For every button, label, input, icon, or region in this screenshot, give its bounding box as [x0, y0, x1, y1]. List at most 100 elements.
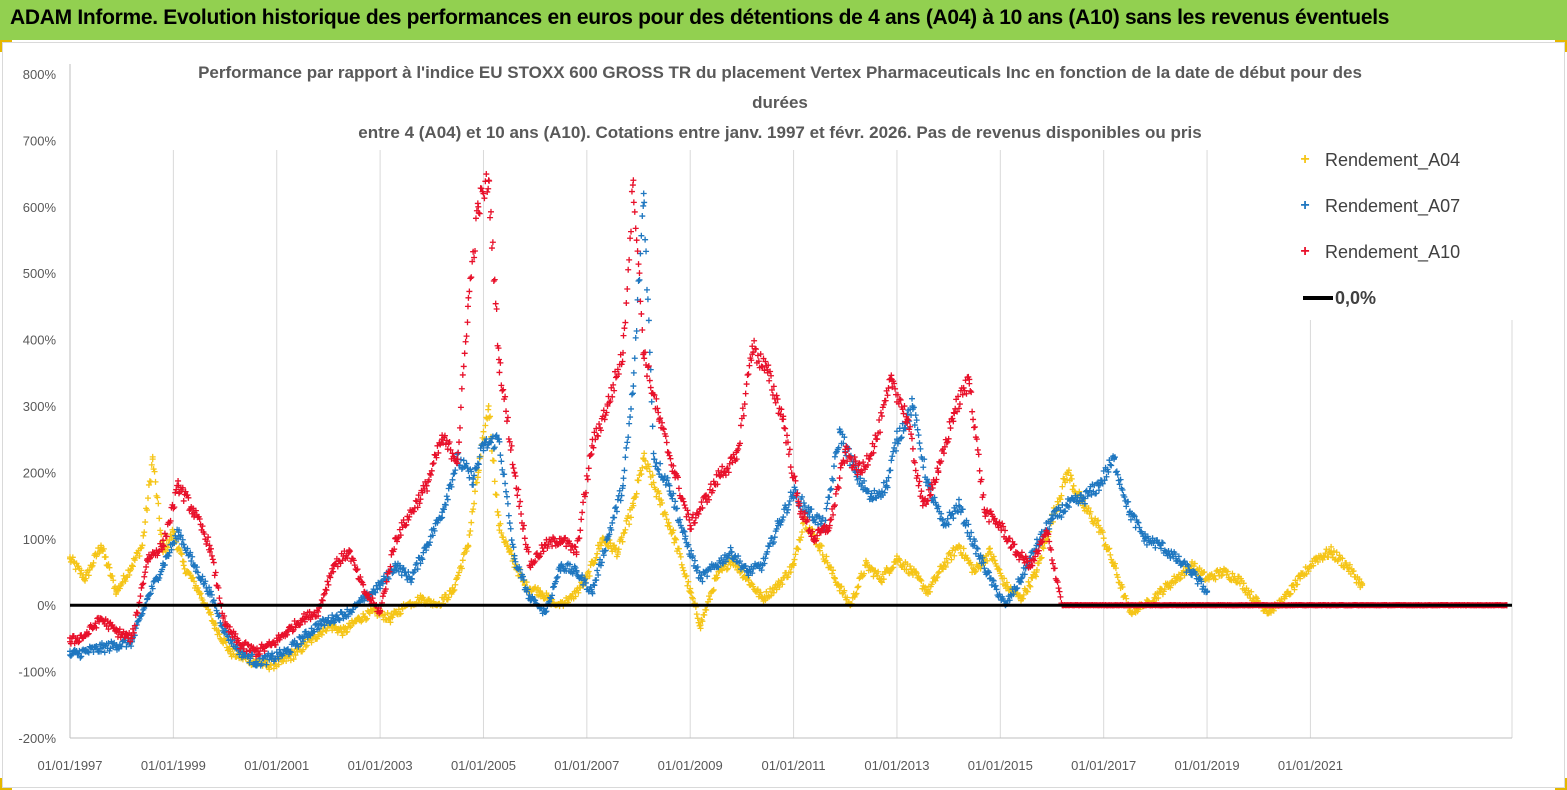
data-point: [492, 491, 499, 498]
data-point: [129, 563, 136, 570]
data-point: [898, 434, 905, 441]
data-point: [966, 380, 973, 387]
data-point: [767, 540, 774, 547]
data-point: [903, 413, 910, 420]
data-point: [1095, 487, 1102, 494]
data-point: [1023, 555, 1030, 562]
data-point: [617, 497, 624, 504]
data-point: [433, 454, 440, 461]
data-point: [151, 468, 158, 475]
data-point: [184, 545, 191, 552]
data-point: [1357, 584, 1364, 591]
data-point: [719, 463, 726, 470]
data-point: [336, 617, 343, 624]
data-point: [538, 591, 545, 598]
data-point: [475, 461, 482, 468]
data-point: [1006, 535, 1013, 542]
data-point: [391, 546, 398, 553]
data-point: [943, 555, 950, 562]
data-point: [824, 528, 831, 535]
data-point: [643, 286, 650, 293]
data-point: [633, 237, 640, 244]
data-point: [492, 300, 499, 307]
data-point: [763, 588, 770, 595]
data-point: [694, 563, 701, 570]
data-point: [272, 641, 279, 648]
data-point: [1065, 467, 1072, 474]
data-point: [497, 520, 504, 527]
data-point: [1310, 562, 1317, 569]
data-point: [579, 509, 586, 516]
data-point: [144, 596, 151, 603]
data-point: [315, 612, 322, 619]
data-point: [481, 195, 488, 202]
data-point: [128, 643, 135, 650]
data-point: [725, 469, 732, 476]
data-point: [824, 559, 831, 566]
legend-label-zero: 0,0%: [1335, 287, 1377, 308]
data-point: [998, 572, 1005, 579]
x-tick-label: 01/01/2011: [762, 758, 826, 773]
data-point: [770, 539, 777, 546]
data-point: [847, 455, 854, 462]
data-point: [1196, 565, 1203, 572]
data-point: [532, 597, 539, 604]
data-point: [197, 577, 204, 584]
data-point: [287, 649, 294, 656]
data-point: [559, 539, 566, 546]
data-point: [992, 582, 999, 589]
data-point: [961, 387, 968, 394]
data-point: [563, 543, 570, 550]
data-point: [417, 560, 424, 567]
data-point: [968, 529, 975, 536]
data-point: [297, 621, 304, 628]
chart-title-line-2: durées: [752, 93, 808, 112]
data-point: [474, 460, 481, 467]
data-point: [468, 519, 475, 526]
data-point: [831, 453, 838, 460]
data-point: [1283, 593, 1289, 600]
data-point: [361, 597, 368, 604]
data-point: [815, 526, 822, 533]
data-point: [1330, 547, 1337, 554]
data-point: [550, 535, 557, 542]
data-point: [180, 541, 187, 548]
data-point: [205, 534, 212, 541]
data-point: [566, 561, 573, 568]
data-point: [932, 577, 939, 584]
data-point: [629, 182, 636, 189]
data-point: [1082, 488, 1089, 495]
data-point: [1139, 530, 1146, 537]
data-point: [674, 474, 681, 481]
data-point: [819, 551, 826, 558]
data-point: [628, 188, 635, 195]
data-point: [853, 590, 860, 597]
data-point: [697, 574, 704, 581]
data-point: [1011, 541, 1018, 548]
data-point: [444, 496, 451, 503]
data-point: [439, 514, 446, 521]
data-point: [1094, 518, 1101, 525]
data-point: [1127, 516, 1134, 523]
data-point: [394, 538, 401, 545]
data-point: [680, 527, 687, 534]
data-point: [500, 386, 507, 393]
data-point: [302, 643, 309, 650]
data-point: [1198, 578, 1205, 585]
data-point: [635, 477, 642, 484]
data-point: [1100, 467, 1107, 474]
data-point: [742, 390, 749, 397]
data-point: [1065, 504, 1072, 511]
data-point: [172, 489, 179, 496]
data-point: [1191, 560, 1198, 567]
data-point: [179, 536, 186, 543]
data-point: [959, 391, 966, 398]
data-point: [737, 558, 744, 565]
data-point: [752, 346, 759, 353]
data-point: [1111, 454, 1118, 461]
data-point: [150, 578, 157, 585]
data-point: [487, 439, 494, 446]
data-point: [125, 635, 132, 642]
data-point: [714, 563, 721, 570]
data-point: [934, 465, 941, 472]
